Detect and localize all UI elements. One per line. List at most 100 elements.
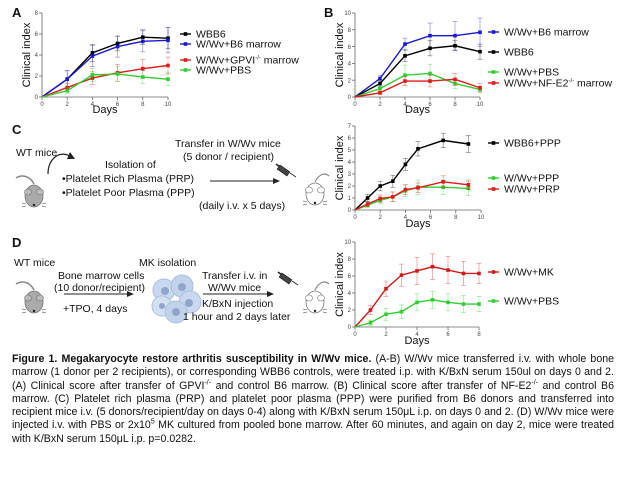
data-point [90,73,95,77]
data-point [478,49,482,54]
caption-sup-2: -/- [531,379,539,387]
c-source-label: WT mice [16,147,58,159]
schematic-d-graphics [64,291,274,297]
legend-marker [491,270,496,274]
data-point [403,162,408,167]
caption-sup-1: -/- [204,379,212,387]
series-wbb6-ppp: WBB6+PPP [354,132,561,211]
series-line [354,45,481,98]
data-point [403,54,407,58]
legend-marker [491,30,496,34]
legend-marker [491,187,496,191]
x-tick-label: 6 [429,215,433,221]
legend-label: WBB6 [196,29,226,41]
data-point [415,300,419,305]
caption-sup-3: 5 [150,418,155,426]
data-point [446,300,450,305]
data-point [141,66,145,71]
syringe-icon [275,163,297,178]
legend-label: W/Wv+PBS [504,67,559,79]
data-point [478,85,482,90]
y-tick-label: 3 [348,172,352,178]
series-line [354,78,481,98]
chart-c-plot: 0 1 2 3 4 5 6 7 0 2 4 6 8 10 Days Clinical index WBB6+PP… [334,124,561,230]
y-axis-label: Clinical index [334,252,346,317]
c-isolation-item-prp: •Platelet Rich Plasma (PRP) [62,173,195,185]
panel-letter-b: B [324,5,334,20]
y-tick-label: 8 [348,257,352,263]
y-tick-label: 7 [348,124,352,130]
x-tick-label: 10 [478,215,485,221]
series-w-wv-gpvi-marrow: W/Wv+GPVI-/- marrow [41,55,299,98]
legend-marker [491,70,496,74]
x-tick-label: 4 [403,102,407,108]
x-tick-label: 0 [353,102,357,108]
x-axis-label: Days [405,218,431,230]
series-w-wv-b6-marrow: W/Wv+B6 marrow [41,27,281,98]
legend-label: W/Wv+NF-E2-/- marrow [504,78,612,90]
series-w-wv-pbs: W/Wv+PBS [41,65,251,98]
c-isolation-item-ppp: •Platelet Poor Plasma (PPP) [62,187,195,199]
x-tick-label: 6 [428,102,432,108]
recipient-mouse-icon [302,173,330,206]
legend-label: W/Wv+PRP [504,184,560,196]
legend-label: W/Wv+PBS [504,296,559,308]
legend-marker [491,299,496,303]
data-point [428,71,432,76]
data-point [141,39,145,44]
data-point [466,183,471,187]
x-tick-label: 2 [66,102,70,108]
legend-label: WBB6 [504,47,534,59]
y-tick-label: 8 [348,28,352,34]
x-tick-label: 6 [116,102,120,108]
chart-b-plot: 0 2 4 6 8 10 0 2 4 6 8 10 Days Clinical index W/Wv+B6 … [334,11,612,116]
y-tick-label: 0 [348,325,352,331]
data-point [65,88,69,93]
caption-text-2: and control B6 marrow. (B) Clinical scor… [211,379,532,392]
panel-letter-d: D [12,235,22,250]
caption-title: Figure 1. Megakaryocyte restore arthriti… [12,353,372,365]
data-point [453,77,457,82]
data-point [453,43,457,48]
data-point [378,91,382,95]
y-tick-label: 4 [348,62,352,68]
legend-marker [183,42,188,46]
series-line [354,139,469,211]
y-tick-label: 2 [348,308,352,314]
data-point [415,269,419,273]
data-point [384,312,388,317]
x-tick-label: 0 [353,332,357,338]
data-point [115,44,120,49]
data-point [115,72,120,76]
x-tick-label: 2 [379,215,383,221]
x-tick-label: 4 [404,215,408,221]
y-tick-label: 4 [348,291,352,297]
x-tick-label: 8 [454,215,458,221]
data-point [477,271,481,276]
data-point [453,33,457,38]
y-tick-label: 0 [348,208,352,214]
y-tick-label: 6 [35,32,39,38]
y-tick-label: 10 [344,11,351,17]
data-point [368,308,373,312]
series-w-wv-prp: W/Wv+PRP [354,175,560,211]
chart-a-plot: 0 2 4 6 8 0 2 4 6 8 10 Days Clinical index WBB6W/Wv+B… [21,11,299,116]
x-tick-label: 8 [453,102,457,108]
data-point [365,196,370,200]
donor-mouse-icon [15,175,47,208]
data-point [428,33,432,38]
x-tick-label: 8 [477,332,481,338]
caption-text-1: (A-B) W/Wv mice transferred i.v. with wh… [12,353,614,392]
legend-label: W/Wv+B6 marrow [196,39,281,51]
data-point [391,195,395,199]
data-point [65,77,69,81]
series-line [354,181,469,211]
y-tick-label: 0 [35,95,39,101]
data-point [441,180,445,184]
series-line [354,72,481,98]
y-tick-label: 8 [35,11,39,17]
y-tick-label: 4 [348,160,352,166]
x-tick-label: 4 [415,332,419,338]
arrowhead-icon [273,178,280,184]
megakaryocyte-cluster-icon [151,274,202,324]
